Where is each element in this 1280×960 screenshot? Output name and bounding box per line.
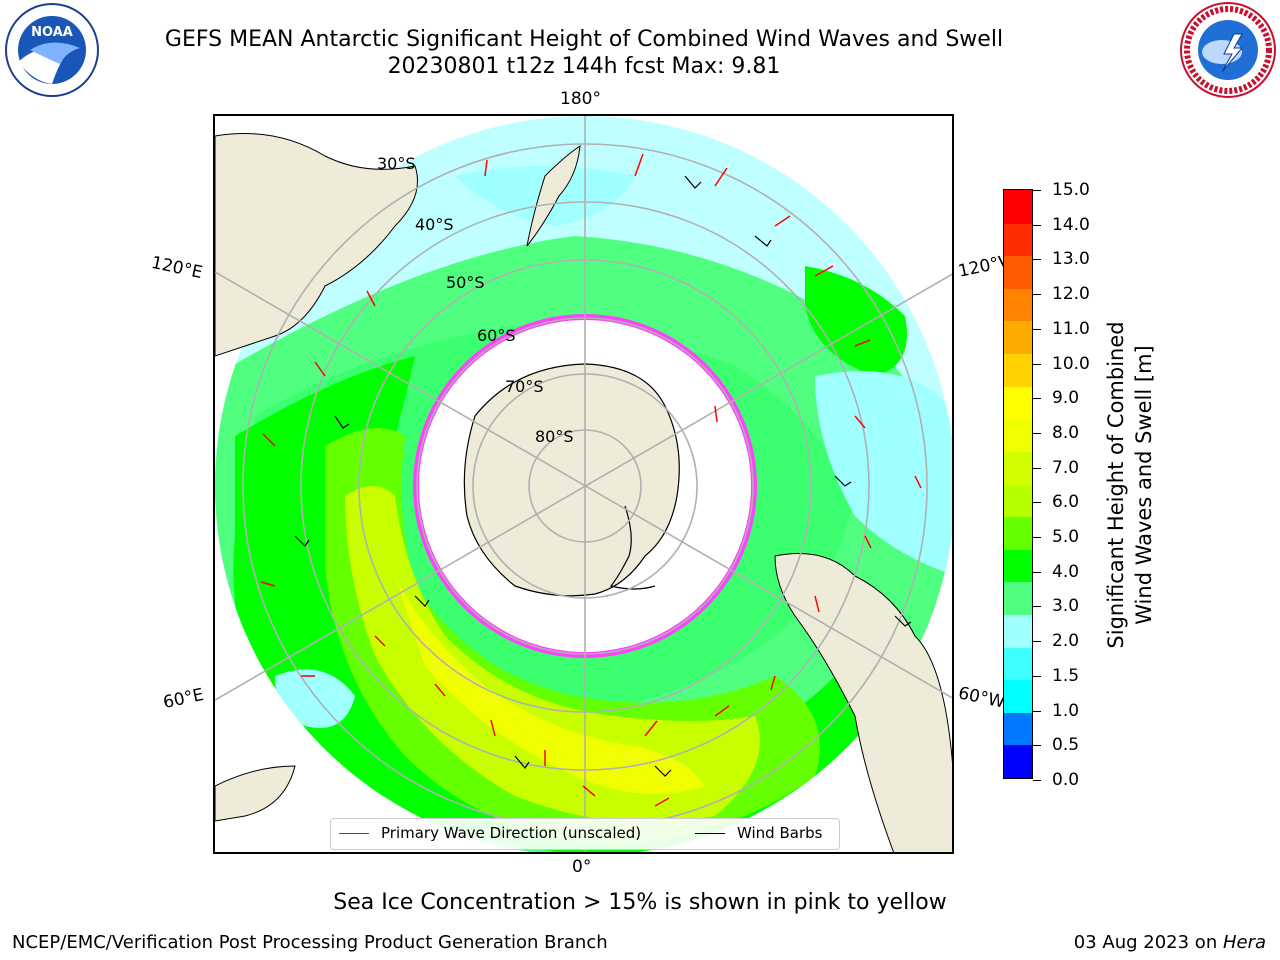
colorbar-tick-label: 0.5 [1052, 735, 1080, 756]
colorbar-segment [1004, 255, 1032, 289]
lat-label-60s: 60°S [477, 326, 516, 345]
colorbar [1003, 189, 1033, 779]
colorbar-title-line1: Significant Height of Combined [1104, 321, 1128, 649]
noaa-logo-text: NOAA [31, 25, 73, 40]
footer-host: Hera [1222, 932, 1266, 953]
lon-label-0: 0° [572, 857, 592, 877]
wave-field-6m [345, 486, 760, 823]
wave-field-2m-west [275, 669, 355, 728]
antarctic-peninsula [609, 505, 656, 590]
colorbar-segment [1004, 288, 1032, 322]
lon-label-60e: 60°E [161, 684, 206, 714]
legend-item-wave-direction: Primary Wave Direction (unscaled) [339, 824, 641, 842]
colorbar-title-line2: Wind Waves and Swell [m] [1132, 345, 1156, 625]
lat-label-80s: 80°S [535, 427, 574, 446]
colorbar-segment [1004, 516, 1032, 550]
colorbar-tick [1033, 224, 1041, 226]
colorbar-segment [1004, 320, 1032, 355]
colorbar-tick [1033, 606, 1041, 608]
map-panel: 30°S 40°S 50°S 60°S 70°S 80°S [213, 114, 954, 854]
colorbar-tick-label: 0.0 [1052, 770, 1080, 790]
noaa-logo-icon: NOAA [5, 3, 99, 97]
colorbar-segment [1004, 451, 1032, 485]
colorbar-tick-label: 3.0 [1052, 596, 1080, 617]
colorbar-segment [1004, 549, 1032, 583]
antarctica [463, 363, 680, 597]
colorbar-segment [1004, 223, 1032, 257]
colorbar-tick [1033, 432, 1041, 434]
colorbar-tick-label: 6.0 [1052, 492, 1080, 513]
legend-label-wind-barbs: Wind Barbs [737, 824, 823, 842]
colorbar-tick [1033, 537, 1041, 539]
wave-field-8m [395, 576, 705, 794]
lat-label-30s: 30°S [377, 154, 416, 173]
colorbar-tick-label: 1.0 [1052, 700, 1080, 721]
nws-logo-icon [1180, 2, 1276, 98]
colorbar-segment [1004, 483, 1032, 518]
wind-barbs [294, 175, 912, 777]
polar-map: 30°S 40°S 50°S 60°S 70°S 80°S [215, 116, 952, 852]
colorbar-tick-label: 7.0 [1052, 457, 1080, 478]
map-legend: Primary Wave Direction (unscaled) Wind B… [330, 818, 840, 850]
colorbar-tick [1033, 467, 1041, 469]
sea-ice-note: Sea Ice Concentration > 15% is shown in … [333, 890, 947, 915]
colorbar-segment [1004, 581, 1032, 615]
lat-label-50s: 50°S [446, 273, 485, 292]
wave-field-patch [805, 266, 907, 376]
footer-credit: NCEP/EMC/Verification Post Processing Pr… [12, 932, 608, 953]
lon-label-180: 180° [560, 89, 601, 109]
colorbar-segment [1004, 614, 1032, 648]
colorbar-tick-label: 2.0 [1052, 631, 1080, 652]
footer-timestamp: 03 Aug 2023 on Hera [1074, 932, 1266, 953]
colorbar-tick [1033, 780, 1041, 781]
colorbar-segment [1004, 386, 1032, 420]
colorbar-segment [1004, 353, 1032, 387]
colorbar-tick-label: 14.0 [1052, 214, 1090, 235]
colorbar-tick [1033, 502, 1041, 504]
colorbar-segment [1004, 744, 1032, 778]
lat-label-40s: 40°S [415, 215, 454, 234]
colorbar-tick [1033, 745, 1041, 747]
footer-date: 03 Aug 2023 on [1073, 932, 1223, 953]
colorbar-tick-label: 8.0 [1052, 422, 1080, 443]
colorbar-tick-label: 15.0 [1052, 180, 1090, 200]
colorbar-segment [1004, 679, 1032, 713]
colorbar-tick [1033, 398, 1041, 400]
colorbar-segment [1004, 418, 1032, 452]
colorbar-tick [1033, 259, 1041, 261]
legend-red-line-icon [339, 833, 369, 834]
colorbar-segment [1004, 190, 1032, 224]
colorbar-tick [1033, 190, 1041, 191]
colorbar-segment [1004, 646, 1032, 681]
wave-direction-arrows [260, 153, 922, 807]
colorbar-tick [1033, 710, 1041, 712]
colorbar-segment [1004, 712, 1032, 746]
lon-label-120e: 120°E [149, 252, 205, 284]
legend-item-wind-barbs: Wind Barbs [695, 824, 822, 842]
colorbar-tick [1033, 675, 1041, 677]
colorbar-tick-label: 4.0 [1052, 561, 1080, 582]
graticule [215, 116, 952, 852]
colorbar-tick-label: 1.5 [1052, 665, 1080, 686]
colorbar-tick [1033, 363, 1041, 365]
colorbar-tick [1033, 328, 1041, 330]
colorbar-tick-label: 10.0 [1052, 353, 1090, 374]
south-america [774, 553, 952, 852]
chart-title: GEFS MEAN Antarctic Significant Height o… [164, 27, 1004, 52]
southern-africa [215, 765, 296, 822]
colorbar-tick-label: 9.0 [1052, 388, 1080, 409]
colorbar-tick-label: 11.0 [1052, 318, 1090, 339]
lon-label-60w: 60°W [956, 683, 1007, 713]
colorbar-tick [1033, 641, 1041, 643]
colorbar-tick [1033, 571, 1041, 573]
lat-label-70s: 70°S [505, 377, 544, 396]
legend-label-wave-direction: Primary Wave Direction (unscaled) [381, 824, 642, 842]
legend-black-line-icon [695, 833, 725, 834]
new-zealand [526, 144, 581, 247]
chart-subtitle: 20230801 t12z 144h fcst Max: 9.81 [387, 54, 781, 79]
colorbar-tick-label: 13.0 [1052, 249, 1090, 270]
colorbar-tick [1033, 294, 1041, 296]
colorbar-tick-label: 5.0 [1052, 527, 1080, 548]
colorbar-tick-label: 12.0 [1052, 284, 1090, 305]
